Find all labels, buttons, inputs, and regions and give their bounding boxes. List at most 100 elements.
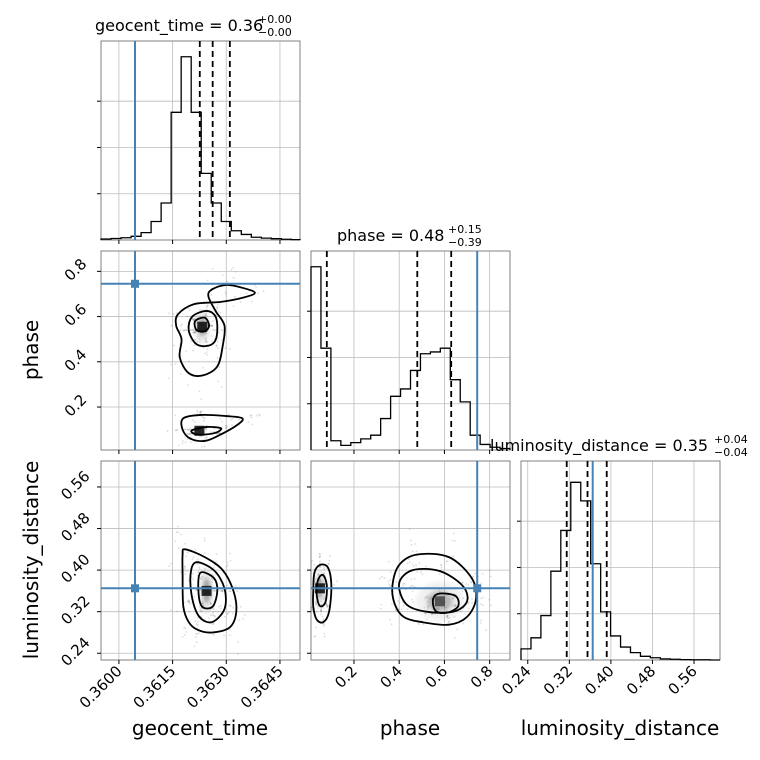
sample-point bbox=[445, 560, 448, 563]
sample-point bbox=[196, 633, 199, 635]
sample-point bbox=[400, 608, 403, 611]
sample-point bbox=[168, 565, 170, 568]
sample-point bbox=[327, 562, 330, 565]
sample-point bbox=[198, 568, 201, 570]
sample-point bbox=[210, 324, 213, 327]
sample-point bbox=[179, 571, 182, 573]
sample-point bbox=[325, 605, 328, 607]
sample-point bbox=[167, 377, 170, 380]
sample-point bbox=[175, 531, 178, 534]
sample-point bbox=[322, 623, 325, 626]
sample-point bbox=[197, 620, 199, 623]
sample-point bbox=[221, 274, 224, 276]
sample-point bbox=[189, 328, 192, 331]
sample-point bbox=[398, 602, 401, 604]
contour-level-0 bbox=[312, 563, 333, 624]
sample-point bbox=[467, 583, 470, 586]
sample-point bbox=[389, 618, 391, 621]
sample-point bbox=[197, 624, 199, 626]
sample-point bbox=[225, 426, 227, 429]
ytick-label-luminosity-distance-1: 0.32 bbox=[57, 592, 93, 628]
sample-point bbox=[203, 539, 206, 542]
sample-point bbox=[196, 411, 199, 414]
sample-point bbox=[232, 305, 235, 308]
sample-point bbox=[394, 609, 397, 612]
sample-point bbox=[191, 572, 194, 575]
sample-point bbox=[202, 346, 205, 349]
sample-point bbox=[194, 317, 196, 320]
sample-point bbox=[186, 428, 189, 431]
sample-point bbox=[192, 578, 195, 581]
sample-point bbox=[179, 329, 182, 332]
sample-point bbox=[185, 631, 188, 633]
sample-point bbox=[221, 590, 224, 592]
sample-point bbox=[447, 621, 450, 623]
panel-frame bbox=[100, 250, 301, 451]
sample-point bbox=[468, 607, 470, 610]
sample-point bbox=[205, 308, 208, 311]
truth-marker bbox=[131, 584, 140, 593]
sample-point bbox=[213, 427, 216, 430]
sample-point bbox=[211, 267, 214, 270]
sample-point bbox=[328, 559, 331, 562]
sample-point bbox=[238, 418, 240, 421]
sample-point bbox=[203, 419, 205, 422]
sample-point bbox=[219, 418, 222, 420]
title-geocent-time-plus: +0.00 bbox=[258, 13, 292, 26]
sample-point bbox=[213, 615, 216, 617]
sample-point bbox=[213, 329, 216, 332]
sample-point bbox=[207, 617, 210, 619]
density-peak-0 bbox=[197, 321, 208, 332]
sample-point bbox=[204, 427, 207, 430]
sample-point bbox=[184, 627, 187, 630]
sample-point bbox=[211, 335, 213, 338]
sample-point bbox=[201, 445, 203, 448]
sample-point bbox=[409, 539, 412, 542]
sample-point bbox=[217, 432, 220, 435]
xtick-label-phase-2: 0.6 bbox=[422, 662, 452, 692]
sample-point bbox=[172, 313, 175, 315]
panel-frame bbox=[520, 460, 721, 661]
panel-frame bbox=[100, 460, 301, 661]
panel-geocent-time-histogram bbox=[97, 40, 301, 244]
sample-point bbox=[323, 566, 326, 568]
sample-point bbox=[195, 623, 198, 625]
sample-point bbox=[199, 577, 202, 579]
sample-point bbox=[482, 596, 485, 599]
sample-point bbox=[183, 626, 186, 629]
sample-point bbox=[325, 603, 328, 606]
sample-point bbox=[194, 338, 197, 341]
sample-point bbox=[230, 268, 233, 271]
sample-point bbox=[314, 600, 317, 603]
sample-point bbox=[239, 605, 242, 608]
sample-point bbox=[188, 433, 190, 436]
sample-point bbox=[229, 552, 231, 555]
sample-point bbox=[327, 563, 330, 565]
sample-point bbox=[215, 344, 218, 347]
sample-point bbox=[214, 616, 216, 618]
sample-point bbox=[394, 581, 397, 583]
sample-point bbox=[262, 290, 265, 293]
sample-point bbox=[461, 582, 464, 584]
contour-level-0 bbox=[174, 284, 256, 377]
sample-point bbox=[174, 363, 177, 365]
xtick-label-geocent-time-2: 0.3630 bbox=[183, 662, 233, 712]
xtick-label-geocent-time-0: 0.3600 bbox=[76, 662, 126, 712]
sample-point bbox=[206, 341, 209, 343]
sample-point bbox=[190, 436, 192, 439]
sample-scatter bbox=[311, 528, 492, 639]
sample-point bbox=[200, 615, 203, 618]
sample-point bbox=[224, 615, 226, 618]
sample-point bbox=[315, 626, 317, 629]
sample-point bbox=[456, 628, 459, 631]
sample-point bbox=[206, 304, 209, 307]
sample-point bbox=[323, 568, 325, 571]
sample-point bbox=[215, 344, 218, 347]
sample-point bbox=[387, 580, 390, 583]
sample-point bbox=[198, 605, 201, 608]
xtick-label-phase-1: 0.4 bbox=[376, 662, 406, 692]
xtick-label-geocent-time-1: 0.3615 bbox=[130, 662, 180, 712]
sample-point bbox=[232, 266, 235, 269]
sample-point bbox=[196, 563, 199, 566]
sample-point bbox=[217, 610, 220, 613]
